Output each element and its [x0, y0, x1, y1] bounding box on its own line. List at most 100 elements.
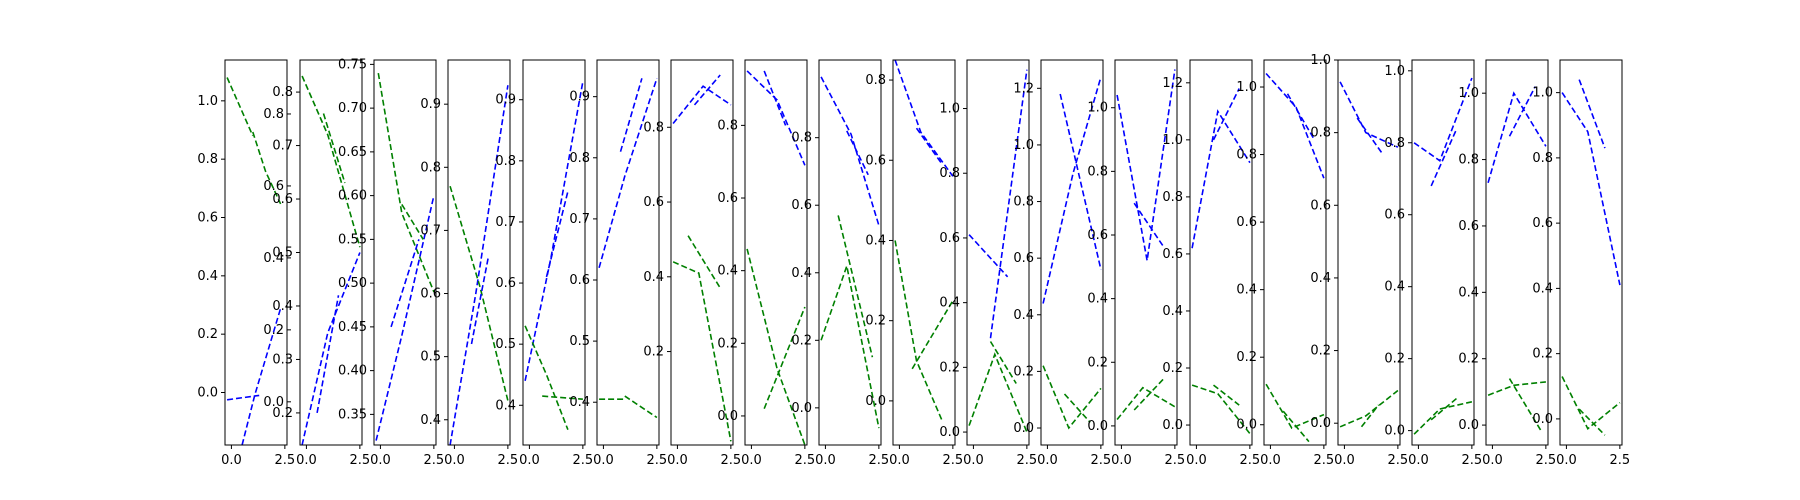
y-tick-label: 0.70	[338, 101, 367, 116]
y-tick-label: 0.4	[1087, 292, 1108, 307]
y-tick-label: 0.8	[569, 151, 590, 166]
y-tick-label: 0.60	[338, 189, 367, 204]
axes-frame	[892, 59, 956, 446]
x-tick-label: 0.0	[963, 453, 984, 468]
y-tick-label: 1.0	[1310, 53, 1331, 68]
x-tick-label: 2.5	[275, 453, 296, 468]
axes-frame	[670, 59, 734, 446]
x-tick-label: 2.5	[1240, 453, 1261, 468]
y-tick-label: 0.2	[791, 333, 812, 348]
series-line	[624, 395, 658, 419]
y-tick-label: 0.5	[420, 350, 441, 365]
y-tick-label: 0.0	[1162, 418, 1183, 433]
y-tick-label: 0.4	[1384, 280, 1405, 295]
y-tick-label: 0.4	[791, 266, 812, 281]
y-tick-label: 0.7	[495, 215, 516, 230]
axes-frame	[299, 59, 363, 446]
subplot-8: 0.00.20.40.60.80.0 2.5	[717, 59, 815, 468]
y-tick-label: 0.6	[569, 273, 590, 288]
series-line	[390, 239, 420, 328]
series-line	[301, 75, 361, 248]
series-line	[1487, 91, 1547, 184]
y2-tick-label: 0.8	[263, 107, 284, 122]
series-line	[316, 295, 340, 414]
series-line	[687, 235, 721, 289]
y-tick-label: 0.35	[338, 407, 367, 422]
series-line	[1059, 93, 1102, 270]
y-tick-label: 0.2	[1087, 355, 1108, 370]
y-tick-label: 0.8	[272, 85, 293, 100]
series-line	[401, 203, 424, 240]
subplot-19: 0.00.20.40.60.81.00.0 2.5	[1532, 59, 1630, 468]
x-tick-label: 0.0	[1334, 453, 1355, 468]
series-line	[763, 306, 806, 409]
series-line	[1191, 109, 1251, 249]
y-tick-label: 0.5	[495, 337, 516, 352]
y-tick-label: 0.4	[717, 264, 738, 279]
series-line	[449, 85, 509, 446]
y-tick-label: 0.0	[1236, 418, 1257, 433]
y-tick-label: 0.4	[1236, 283, 1257, 298]
series-line	[837, 215, 874, 358]
x-tick-label: 2.5	[943, 453, 964, 468]
subplot-14: 0.00.20.40.60.81.01.20.0 2.5	[1162, 59, 1261, 468]
axes-frame	[596, 59, 660, 446]
y-tick-label: 0.6	[939, 231, 960, 246]
x-tick-label: 2.5	[647, 453, 668, 468]
axes-frame	[373, 59, 437, 446]
series-line	[968, 234, 1009, 278]
y-tick-label: 0.0	[791, 401, 812, 416]
y-tick-label: 0.4	[1310, 271, 1331, 286]
series-line	[1191, 384, 1251, 435]
series-line	[1339, 81, 1399, 148]
y-tick-label: 0.8	[1013, 195, 1034, 210]
y2-tick-label: 0.2	[263, 323, 284, 338]
y2-tick-label: 0.4	[263, 251, 284, 266]
series-line	[1133, 377, 1165, 411]
y-tick-label: 0.2	[1162, 361, 1183, 376]
y-tick-label: 0.8	[1532, 151, 1553, 166]
y-tick-label: 0.2	[272, 406, 293, 421]
x-tick-label: 0.0	[370, 453, 391, 468]
y-tick-label: 0.6	[865, 153, 886, 168]
x-tick-label: 0.0	[1037, 453, 1058, 468]
series-line	[377, 72, 435, 293]
series-line	[1578, 79, 1606, 149]
y-tick-label: 0.2	[1532, 347, 1553, 362]
y2-tick-label: 0.6	[263, 179, 284, 194]
y-tick-label: 0.2	[1236, 350, 1257, 365]
y-tick-label: 0.0	[1013, 421, 1034, 436]
series-line	[449, 185, 509, 401]
y-tick-label: 0.8	[1162, 190, 1183, 205]
x-tick-label: 0.0	[593, 453, 614, 468]
series-line	[1339, 389, 1399, 428]
axes-frame	[744, 59, 808, 446]
subplot-2: 0.20.30.40.50.60.70.80.0 2.5	[272, 59, 370, 468]
axes-frame	[522, 59, 586, 446]
series-line	[1360, 404, 1380, 428]
axes-frame	[224, 59, 288, 446]
series-line	[1413, 401, 1473, 435]
y-tick-label: 0.2	[1310, 344, 1331, 359]
series-line	[989, 69, 1028, 339]
subplot-4: 0.40.50.60.70.80.90.0 2.5	[420, 59, 518, 468]
y-tick-label: 0.6	[791, 198, 812, 213]
subplot-12: 0.00.20.40.60.81.01.20.0 2.5	[1013, 59, 1111, 468]
y-tick-label: 0.0	[1458, 418, 1479, 433]
y-tick-label: 0.75	[338, 57, 367, 72]
subplot-11: 0.00.20.40.60.81.00.0 2.5	[939, 59, 1037, 468]
y-tick-label: 0.0	[717, 409, 738, 424]
x-tick-label: 0.0	[1408, 453, 1429, 468]
x-tick-label: 2.5	[1388, 453, 1409, 468]
y-tick-label: 0.0	[197, 386, 218, 401]
series-line	[619, 78, 643, 152]
series-line	[968, 352, 1028, 433]
axes-frame	[1189, 59, 1253, 446]
series-line	[1430, 397, 1458, 421]
subplot-13: 0.00.20.40.60.81.00.0 2.5	[1087, 59, 1185, 468]
y-tick-label: 0.4	[865, 233, 886, 248]
axes-frame	[1485, 59, 1549, 446]
series-line	[1212, 88, 1240, 141]
series-line	[252, 131, 282, 205]
series-line	[322, 113, 346, 184]
